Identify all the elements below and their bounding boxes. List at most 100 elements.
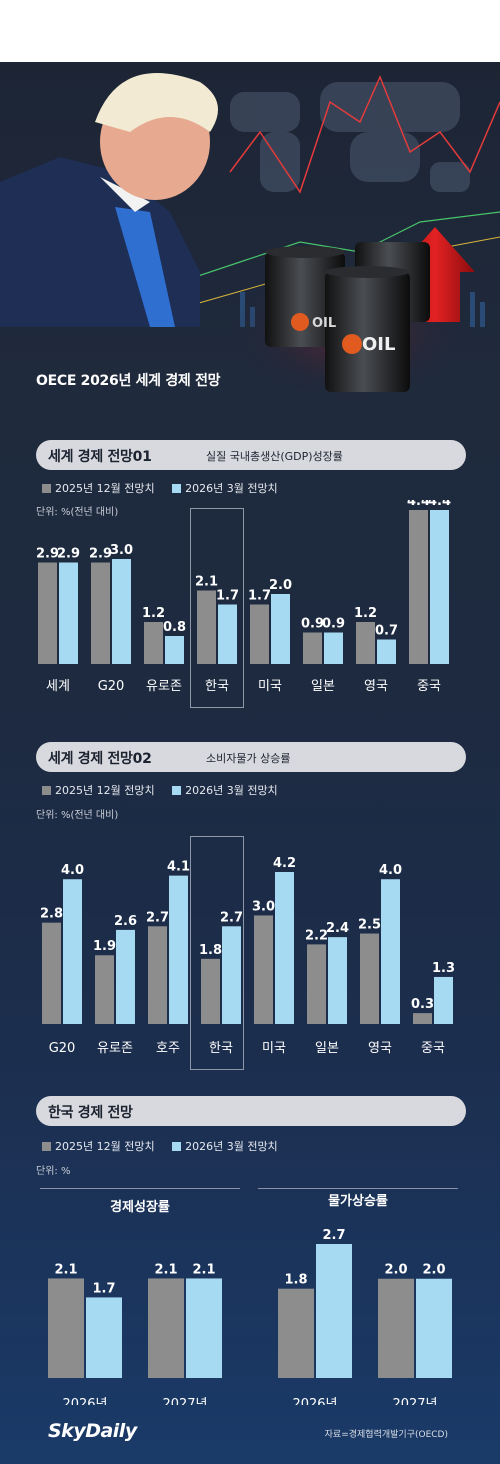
data-label-중국-dec: 4.4 bbox=[407, 500, 430, 509]
legend-swatch-dec bbox=[42, 484, 51, 493]
bar-호주-dec bbox=[148, 926, 167, 1024]
bar-영국-mar bbox=[377, 639, 396, 664]
bar-일본-mar bbox=[324, 632, 343, 664]
legend-swatch-mar bbox=[172, 786, 182, 795]
legend-label-mar: 2026년 3월 전망치 bbox=[185, 784, 278, 797]
category-label-영국: 영국 bbox=[364, 679, 388, 694]
data-label-한국-mar: 2.7 bbox=[220, 910, 243, 925]
data-label-일본-dec: 0.9 bbox=[301, 617, 324, 632]
data-label-미국-dec: 3.0 bbox=[252, 899, 275, 914]
bar-G20-mar bbox=[63, 879, 82, 1024]
data-label-한국-mar: 1.7 bbox=[216, 589, 239, 604]
section-cpi-subtitle: 소비자물가 상승률 bbox=[206, 752, 291, 765]
data-label-유로존-dec: 1.2 bbox=[142, 606, 165, 621]
category-label-영국: 영국 bbox=[368, 1041, 392, 1056]
category-label-2027년: 2027년 bbox=[392, 1397, 437, 1405]
svg-text:OIL: OIL bbox=[362, 334, 395, 355]
data-label-호주-dec: 2.7 bbox=[146, 910, 169, 925]
data-label-일본-mar: 0.9 bbox=[322, 617, 345, 632]
bar-일본-dec bbox=[303, 632, 322, 664]
legend-label-mar: 2026년 3월 전망치 bbox=[185, 1140, 278, 1153]
highlight-box-korea-cpi bbox=[190, 836, 244, 1070]
category-label-2027년: 2027년 bbox=[162, 1397, 207, 1405]
bar-미국-dec bbox=[254, 915, 273, 1024]
data-label-미국-mar: 2.0 bbox=[269, 578, 292, 593]
section-gdp-title: 세계 경제 전망01 bbox=[48, 449, 152, 465]
bar-G20-dec bbox=[42, 922, 61, 1024]
bar-한국-mar bbox=[222, 926, 241, 1024]
category-label-세계: 세계 bbox=[46, 679, 70, 694]
legend-label-dec: 2025년 12월 전망치 bbox=[55, 482, 155, 495]
data-label-G20-dec: 2.9 bbox=[89, 547, 112, 562]
bar-일본-dec bbox=[307, 944, 326, 1024]
bar-2027년-dec bbox=[148, 1278, 184, 1378]
bar-영국-dec bbox=[356, 622, 375, 664]
data-label-G20-mar: 3.0 bbox=[110, 543, 133, 558]
bar-한국-dec bbox=[201, 958, 220, 1024]
section-cpi-title: 세계 경제 전망02 bbox=[48, 751, 152, 767]
data-label-2027년-dec: 2.0 bbox=[384, 1263, 407, 1278]
bar-유로존-mar bbox=[165, 636, 184, 664]
legend-label-mar: 2026년 3월 전망치 bbox=[185, 482, 278, 495]
data-label-G20-mar: 4.0 bbox=[61, 863, 84, 878]
section-korea-header: 한국 경제 전망 bbox=[36, 1096, 466, 1126]
data-label-유로존-mar: 0.8 bbox=[163, 620, 186, 635]
divider-growth bbox=[40, 1188, 240, 1189]
legend-gdp: 2025년 12월 전망치 2026년 3월 전망치 bbox=[42, 480, 292, 496]
data-label-2027년-mar: 2.0 bbox=[422, 1263, 445, 1278]
bar-미국-mar bbox=[275, 872, 294, 1024]
data-label-세계-mar: 2.9 bbox=[57, 547, 80, 562]
person-illustration bbox=[0, 73, 218, 327]
highlight-box-korea-gdp bbox=[190, 508, 244, 708]
category-label-G20: G20 bbox=[49, 1041, 76, 1056]
category-label-미국: 미국 bbox=[262, 1041, 286, 1056]
sky-daily-logo: SkyDaily bbox=[48, 1420, 137, 1442]
bar-중국-dec bbox=[413, 1013, 432, 1024]
legend-swatch-dec bbox=[42, 786, 51, 795]
data-label-한국-dec: 2.1 bbox=[195, 575, 218, 590]
data-label-2027년-mar: 2.1 bbox=[192, 1262, 215, 1277]
data-label-중국-dec: 0.3 bbox=[411, 997, 434, 1012]
chart-korea-price: 1.8 2.7 2026년 2.0 2.0 2027년 bbox=[278, 1228, 452, 1405]
category-label-중국: 중국 bbox=[417, 679, 441, 694]
data-label-2027년-dec: 2.1 bbox=[154, 1262, 177, 1277]
category-label-한국: 한국 bbox=[209, 1041, 233, 1056]
data-label-일본-mar: 2.4 bbox=[326, 921, 349, 936]
data-label-영국-dec: 2.5 bbox=[358, 918, 381, 933]
bar-2026년-mar bbox=[86, 1297, 122, 1378]
category-label-일본: 일본 bbox=[311, 679, 335, 694]
oil-barrels: OIL OIL bbox=[265, 242, 430, 392]
unit-gdp: 단위: %(전년 대비) bbox=[36, 507, 119, 518]
legend-swatch-dec bbox=[42, 1142, 51, 1151]
bar-미국-mar bbox=[271, 594, 290, 664]
subchart-title-growth: 경제성장률 bbox=[110, 1200, 170, 1215]
data-label-2026년-mar: 1.7 bbox=[92, 1281, 115, 1296]
category-label-일본: 일본 bbox=[315, 1041, 339, 1056]
legend-swatch-mar bbox=[172, 484, 182, 493]
bar-2027년-dec bbox=[378, 1278, 414, 1378]
bar-2026년-dec bbox=[278, 1288, 314, 1378]
hero-illustration: OIL OIL bbox=[0, 73, 500, 402]
bar-2027년-mar bbox=[186, 1278, 222, 1378]
bar-세계-dec bbox=[38, 562, 57, 664]
data-label-2026년-mar: 2.7 bbox=[322, 1228, 345, 1243]
bar-2026년-mar bbox=[316, 1244, 352, 1378]
data-label-2026년-dec: 1.8 bbox=[284, 1273, 307, 1288]
section-korea-title: 한국 경제 전망 bbox=[48, 1105, 133, 1121]
data-label-한국-dec: 1.8 bbox=[199, 943, 222, 958]
unit-cpi: 단위: %(전년 대비) bbox=[36, 810, 119, 821]
data-label-미국-dec: 1.7 bbox=[248, 589, 271, 604]
data-label-영국-dec: 1.2 bbox=[354, 606, 377, 621]
data-label-세계-dec: 2.9 bbox=[36, 547, 59, 562]
section-cpi-header: 세계 경제 전망02 소비자물가 상승률 bbox=[36, 742, 466, 772]
chart-gdp: 2.92.9세계2.93.0G201.20.8유로존2.11.7한국1.72.0… bbox=[36, 500, 451, 694]
data-label-유로존-dec: 1.9 bbox=[93, 939, 116, 954]
category-label-한국: 한국 bbox=[205, 679, 229, 694]
bar-일본-mar bbox=[328, 937, 347, 1024]
bar-유로존-dec bbox=[144, 622, 163, 664]
data-label-미국-mar: 4.2 bbox=[273, 856, 296, 871]
bar-G20-dec bbox=[91, 562, 110, 664]
bar-중국-dec bbox=[409, 510, 428, 664]
data-label-일본-dec: 2.2 bbox=[305, 928, 328, 943]
